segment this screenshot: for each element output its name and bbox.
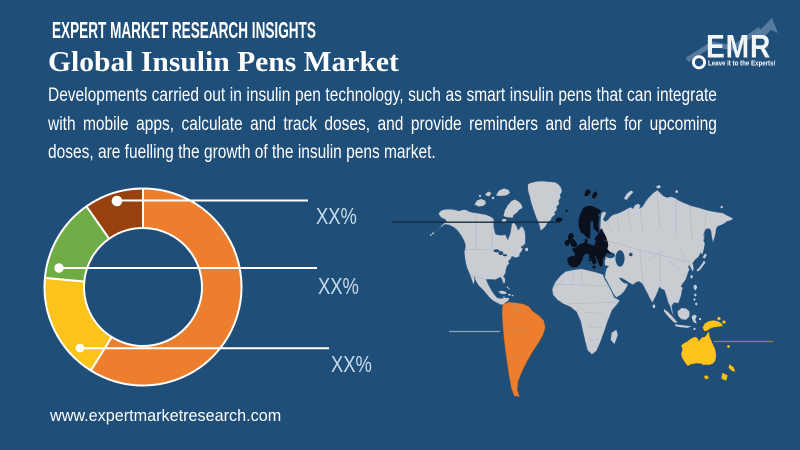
svg-text:EMR: EMR bbox=[706, 30, 771, 65]
svg-text:Leave it to the Experts!: Leave it to the Experts! bbox=[708, 60, 776, 68]
